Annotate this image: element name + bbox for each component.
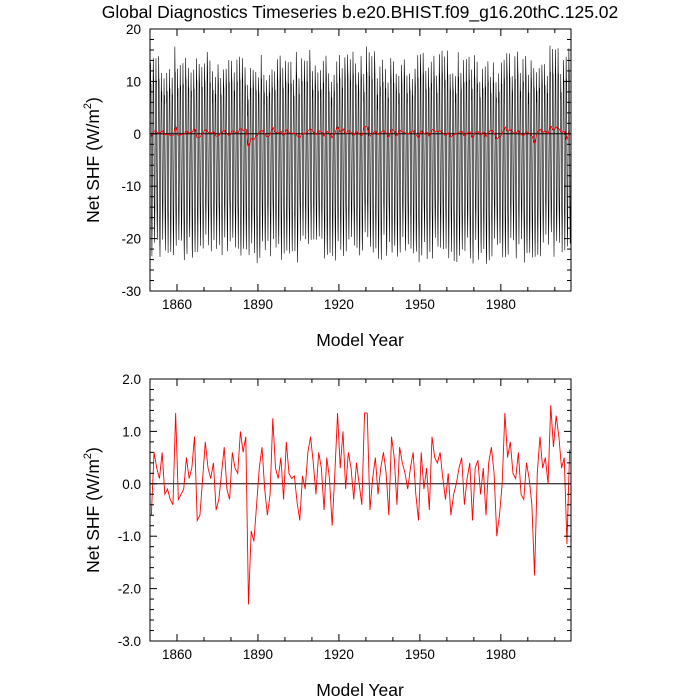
x-tick-label: 1920: [324, 297, 354, 312]
y-tick-label: 20: [126, 22, 141, 37]
top-plot-frame: [149, 28, 572, 292]
x-tick-label: 1860: [162, 647, 192, 662]
y-tick-label: 1.0: [122, 424, 141, 439]
top-annual-series: [150, 124, 571, 148]
bottom-panel: 1860 1890 1920 1950 1980 -3.0 -2.0 -1.0 0.0 1.0 2…: [82, 372, 572, 700]
y-tick-label: -20: [121, 232, 141, 247]
bottom-y-axis: -3.0 -2.0 -1.0 0.0 1.0 2.0: [118, 372, 571, 649]
x-tick-label: 1890: [243, 647, 273, 662]
x-tick-label: 1980: [486, 647, 516, 662]
bottom-x-axis: 1860 1890 1920 1950 1980: [162, 379, 556, 662]
x-tick-label: 1980: [486, 297, 516, 312]
y-tick-label: -2.0: [118, 582, 141, 597]
figure-title: Global Diagnostics Timeseries b.e20.BHIS…: [102, 2, 619, 23]
x-tick-label: 1920: [324, 647, 354, 662]
top-y-axis: -30 -20 -10 0 10 20: [121, 22, 571, 299]
y-tick-label: 2.0: [122, 372, 141, 387]
bottom-plot-frame: [149, 378, 572, 642]
annual-series-line: [150, 405, 571, 605]
y-tick-label: 0.0: [122, 477, 141, 492]
top-x-axis: 1860 1890 1920 1950 1980: [162, 29, 556, 312]
y-tick-label: -30: [121, 284, 141, 299]
x-tick-label: 1860: [162, 297, 192, 312]
x-tick-label: 1890: [243, 297, 273, 312]
top-x-axis-label: Model Year: [316, 330, 404, 350]
y-tick-label: 0: [133, 127, 141, 142]
annual-series-line: [150, 124, 571, 148]
y-tick-label: -10: [121, 179, 141, 194]
y-tick-label: -3.0: [118, 634, 141, 649]
top-panel: 1860 1890 1920 1950 1980 -30 -20 -10 0 10 20 Mode…: [82, 22, 572, 350]
bottom-annual-series: [150, 405, 571, 605]
bottom-x-axis-label: Model Year: [316, 680, 404, 700]
y-tick-label: -1.0: [118, 529, 141, 544]
x-tick-label: 1950: [405, 297, 435, 312]
top-y-axis-label: Net SHF (W/m2): [82, 97, 103, 223]
y-tick-label: 10: [126, 74, 141, 89]
x-tick-label: 1950: [405, 647, 435, 662]
bottom-y-axis-label: Net SHF (W/m2): [82, 447, 103, 573]
